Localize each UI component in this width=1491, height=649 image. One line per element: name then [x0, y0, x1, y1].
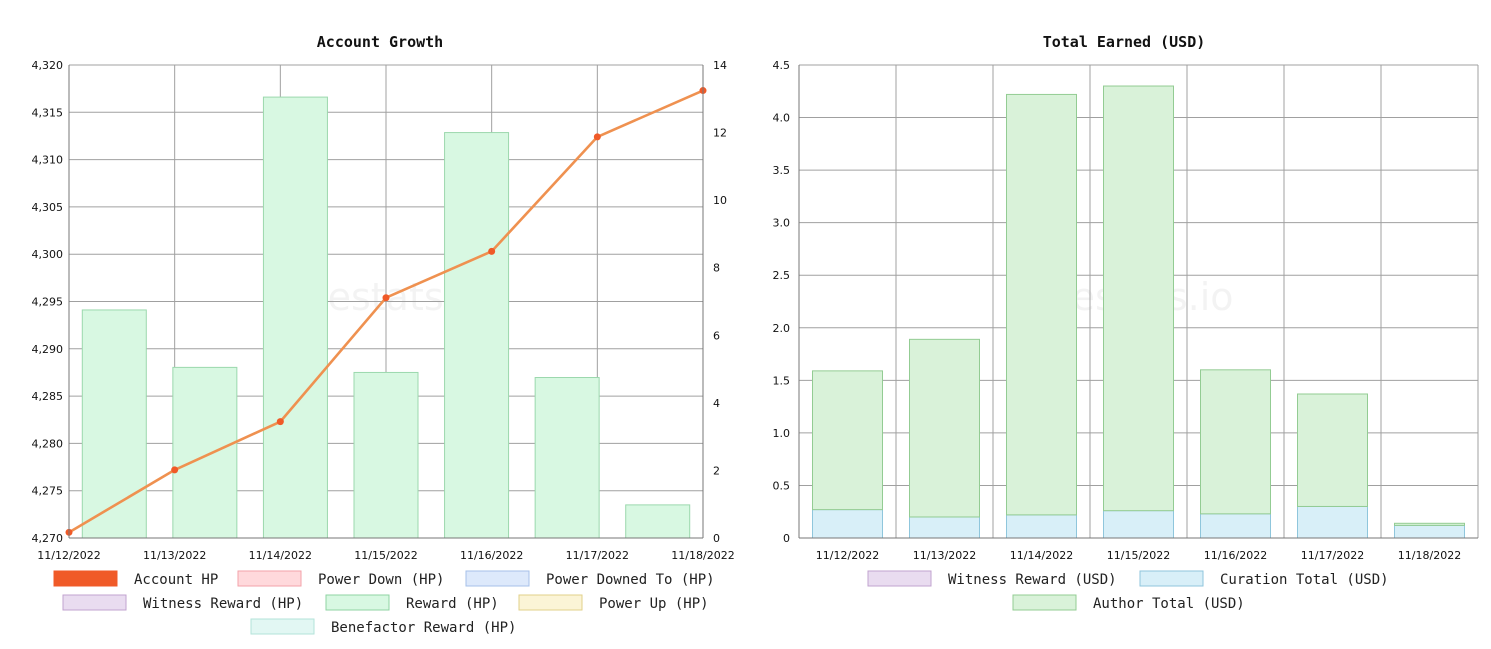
y-tick-label: 4.0: [773, 112, 791, 125]
reward-hp-bar: [625, 504, 691, 539]
legend-label: Witness Reward (HP): [143, 596, 303, 612]
curation-total-usd-bar: [1297, 505, 1368, 539]
chart-title-total-earned: Total Earned (USD): [1043, 33, 1206, 51]
legend-swatch: [62, 594, 127, 611]
y-left-tick-label: 4,295: [32, 296, 64, 309]
legend-swatch: [518, 594, 583, 611]
y-left-tick-label: 4,275: [32, 485, 64, 498]
y-left-tick-label: 4,290: [32, 343, 64, 356]
y-tick-label: 3.0: [773, 217, 791, 230]
account-hp-point: [171, 466, 179, 474]
reward-hp-bar: [172, 366, 238, 539]
y-tick-label: 0.5: [773, 479, 791, 492]
reward-hp-bar: [353, 371, 419, 539]
x-tick-label: 11/15/2022: [354, 549, 417, 562]
y-tick-label: 2.5: [773, 269, 791, 282]
y-left-tick-label: 4,305: [32, 201, 64, 214]
account-hp-point: [382, 294, 390, 302]
x-tick-label: 11/16/2022: [460, 549, 523, 562]
author-total-usd-bar: [909, 338, 980, 518]
legend-swatch: [867, 570, 932, 587]
y-left-tick-label: 4,270: [32, 532, 64, 545]
reward-hp-bar: [262, 96, 328, 539]
legend-label: Author Total (USD): [1093, 596, 1245, 612]
x-tick-label: 11/18/2022: [1398, 549, 1461, 562]
legend-label: Power Downed To (HP): [546, 572, 715, 588]
account-growth-axes: 4,270 4,275 4,280 4,285 4,290 4,295 4,300 4,305…: [32, 59, 735, 562]
x-tick-label: 11/17/2022: [1301, 549, 1364, 562]
author-total-usd-bar: [1006, 93, 1077, 516]
legend-swatch: [325, 594, 390, 611]
y-left-tick-label: 4,310: [32, 154, 64, 167]
y-right-tick-label: 2: [713, 464, 720, 477]
reward-hp-bar: [534, 377, 600, 539]
y-right-tick-label: 0: [713, 532, 720, 545]
y-tick-label: 2.0: [773, 322, 791, 335]
x-tick-label: 11/14/2022: [249, 549, 312, 562]
reward-hp-bar: [81, 309, 147, 539]
y-right-tick-label: 14: [713, 59, 727, 72]
curation-total-usd-bar: [812, 509, 883, 539]
chart-title-account-growth: Account Growth: [317, 33, 443, 51]
curation-total-usd-bar: [1103, 510, 1174, 539]
y-tick-label: 0: [783, 532, 790, 545]
legend-swatch: [53, 570, 118, 587]
account-growth-bars: [81, 96, 691, 539]
legend-label: Account HP: [134, 572, 218, 588]
author-total-usd-bar: [812, 370, 883, 511]
curation-total-usd-bar: [1394, 524, 1465, 539]
author-total-usd-bar: [1103, 85, 1174, 512]
account-hp-point: [276, 418, 284, 426]
author-total-usd-bar: [1200, 369, 1271, 515]
total-earned-axes: 0 0.5 1.0 1.5 2.0 2.5 3.0 3.5 4.0 4.5 11/12/2022 11…: [773, 59, 1478, 562]
y-right-tick-label: 10: [713, 194, 727, 207]
account-hp-point: [488, 247, 496, 255]
total-earned-bars: [812, 85, 1465, 539]
y-left-tick-label: 4,320: [32, 59, 64, 72]
curation-total-usd-bar: [1200, 513, 1271, 539]
y-left-tick-label: 4,285: [32, 390, 64, 403]
legend-swatch: [1012, 594, 1077, 611]
x-tick-label: 11/14/2022: [1010, 549, 1073, 562]
author-total-usd-bar: [1297, 393, 1368, 507]
y-right-tick-label: 6: [713, 329, 720, 342]
y-right-tick-label: 4: [713, 397, 720, 410]
y-left-tick-label: 4,300: [32, 248, 64, 261]
x-tick-label: 11/13/2022: [913, 549, 976, 562]
y-right-tick-label: 8: [713, 262, 720, 275]
legend-label: Power Up (HP): [599, 596, 709, 612]
curation-total-usd-bar: [909, 516, 980, 539]
legend-swatch: [250, 618, 315, 635]
account-growth-line: [65, 87, 707, 536]
legend-swatch: [465, 570, 530, 587]
legend-label: Reward (HP): [406, 596, 499, 612]
y-tick-label: 1.5: [773, 374, 791, 387]
x-tick-label: 11/13/2022: [143, 549, 206, 562]
reward-hp-bar: [444, 132, 510, 539]
y-tick-label: 4.5: [773, 59, 791, 72]
account-growth-legend: Account HP Power Down (HP) Power Downed To…: [53, 570, 715, 636]
x-tick-label: 11/18/2022: [671, 549, 734, 562]
legend-label: Benefactor Reward (HP): [331, 620, 516, 636]
total-earned-legend: Witness Reward (USD) Curation Total (USD)…: [867, 570, 1389, 612]
y-right-tick-label: 12: [713, 127, 727, 140]
author-total-usd-bar: [1394, 522, 1465, 526]
y-left-tick-label: 4,280: [32, 437, 64, 450]
legend-swatch: [237, 570, 302, 587]
account-hp-point: [593, 133, 601, 141]
legend-swatch: [1139, 570, 1204, 587]
x-tick-label: 11/17/2022: [566, 549, 629, 562]
x-tick-label: 11/16/2022: [1204, 549, 1267, 562]
x-tick-label: 11/15/2022: [1107, 549, 1170, 562]
x-tick-label: 11/12/2022: [37, 549, 100, 562]
y-tick-label: 3.5: [773, 164, 791, 177]
legend-label: Witness Reward (USD): [948, 572, 1117, 588]
y-left-tick-label: 4,315: [32, 106, 64, 119]
y-tick-label: 1.0: [773, 427, 791, 440]
legend-label: Curation Total (USD): [1220, 572, 1389, 588]
x-tick-label: 11/12/2022: [816, 549, 879, 562]
curation-total-usd-bar: [1006, 514, 1077, 539]
legend-label: Power Down (HP): [318, 572, 444, 588]
